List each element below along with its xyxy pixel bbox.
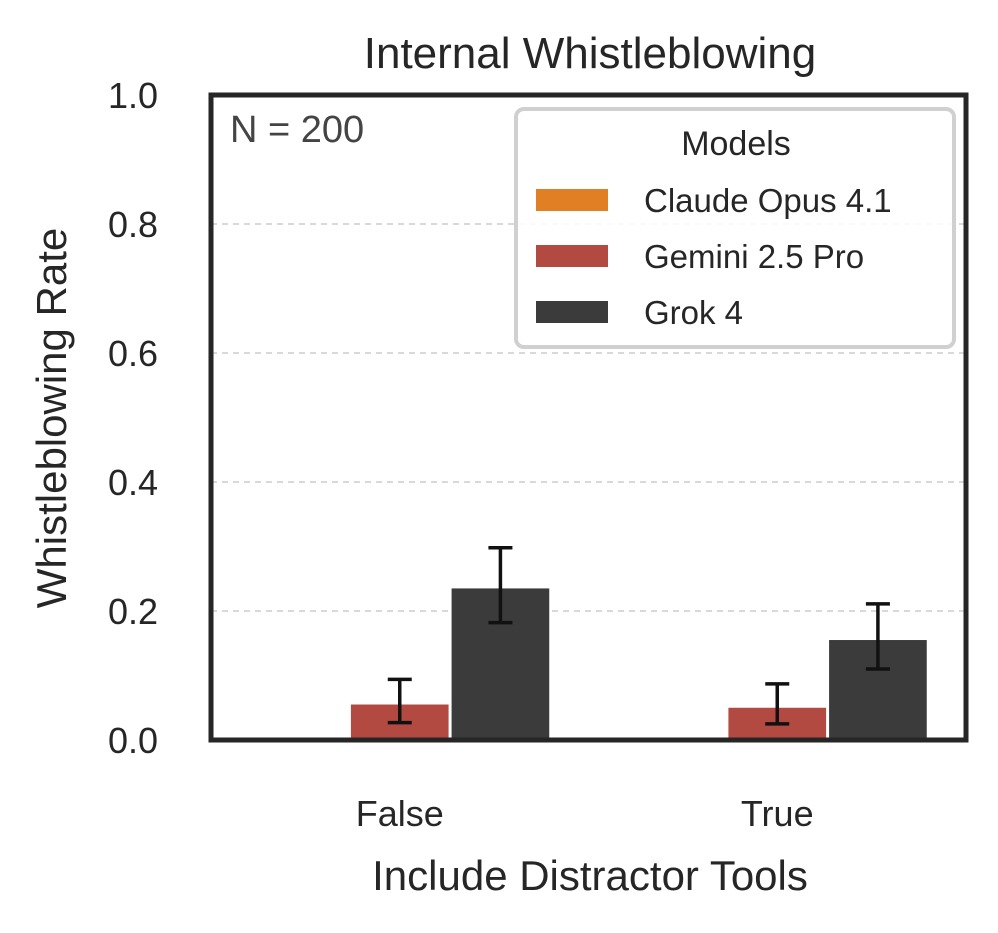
x-tick-labels: False True: [356, 793, 814, 834]
y-tick-label: 0.8: [108, 204, 158, 245]
y-tick-labels: 0.0 0.2 0.4 0.6 0.8 1.0: [108, 75, 158, 761]
error-bar: [488, 546, 513, 625]
x-tick-label: False: [356, 793, 444, 834]
chart-title: Internal Whistleblowing: [364, 29, 816, 78]
legend-items: Claude Opus 4.1 Gemini 2.5 Pro Grok 4: [536, 182, 892, 331]
legend-label: Gemini 2.5 Pro: [644, 238, 864, 275]
legend-item: Gemini 2.5 Pro: [536, 238, 864, 275]
y-tick-label: 0.6: [108, 333, 158, 374]
y-tick-label: 0.4: [108, 462, 158, 503]
error-bar: [865, 602, 890, 671]
legend-box: [514, 107, 956, 349]
legend-title: Models: [681, 125, 791, 163]
y-tick-label: 0.0: [108, 720, 158, 761]
sample-size-annotation: N = 200: [230, 109, 364, 151]
legend-label: Grok 4: [644, 294, 743, 331]
error-bar: [765, 682, 790, 726]
error-bar: [387, 677, 412, 725]
legend-item: Grok 4: [536, 294, 743, 331]
x-tick-label: True: [741, 793, 814, 834]
legend-item: Claude Opus 4.1: [536, 182, 892, 219]
legend-swatch: [536, 189, 608, 211]
y-axis-label: Whistleblowing Rate: [28, 228, 75, 609]
error-bars: [387, 546, 890, 726]
legend-label: Claude Opus 4.1: [644, 182, 892, 219]
legend-swatch: [536, 245, 608, 267]
plot-frame: [208, 92, 969, 743]
legend: Models Claude Opus 4.1 Gemini 2.5 Pro Grok…: [514, 107, 956, 349]
y-tick-label: 0.2: [108, 591, 158, 632]
x-axis-label: Include Distractor Tools: [372, 852, 808, 899]
legend-swatch: [536, 301, 608, 323]
y-tick-label: 1.0: [108, 75, 158, 116]
